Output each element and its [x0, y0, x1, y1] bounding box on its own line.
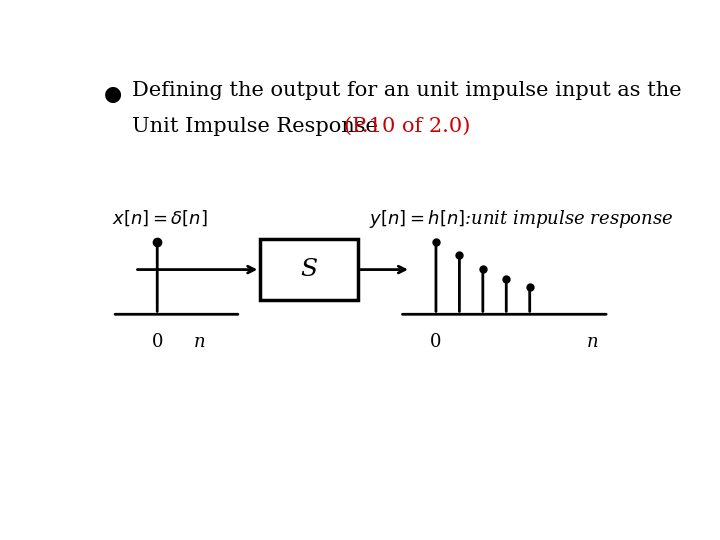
- Text: 0: 0: [151, 333, 163, 351]
- Text: ●: ●: [104, 84, 122, 104]
- Text: (P.10 of 2.0): (P.10 of 2.0): [344, 117, 470, 136]
- Text: $x[n]{=}\delta[n]$: $x[n]{=}\delta[n]$: [112, 208, 208, 228]
- Text: S: S: [300, 258, 318, 281]
- Text: Unit Impulse Response: Unit Impulse Response: [132, 117, 384, 136]
- Text: n: n: [193, 333, 205, 351]
- Bar: [260, 239, 358, 300]
- Text: Defining the output for an unit impulse input as the: Defining the output for an unit impulse …: [132, 82, 681, 100]
- Text: 0: 0: [431, 333, 441, 351]
- Text: $y[n]{=}h[n]$:unit impulse response: $y[n]{=}h[n]$:unit impulse response: [369, 208, 673, 230]
- Text: n: n: [586, 333, 598, 351]
